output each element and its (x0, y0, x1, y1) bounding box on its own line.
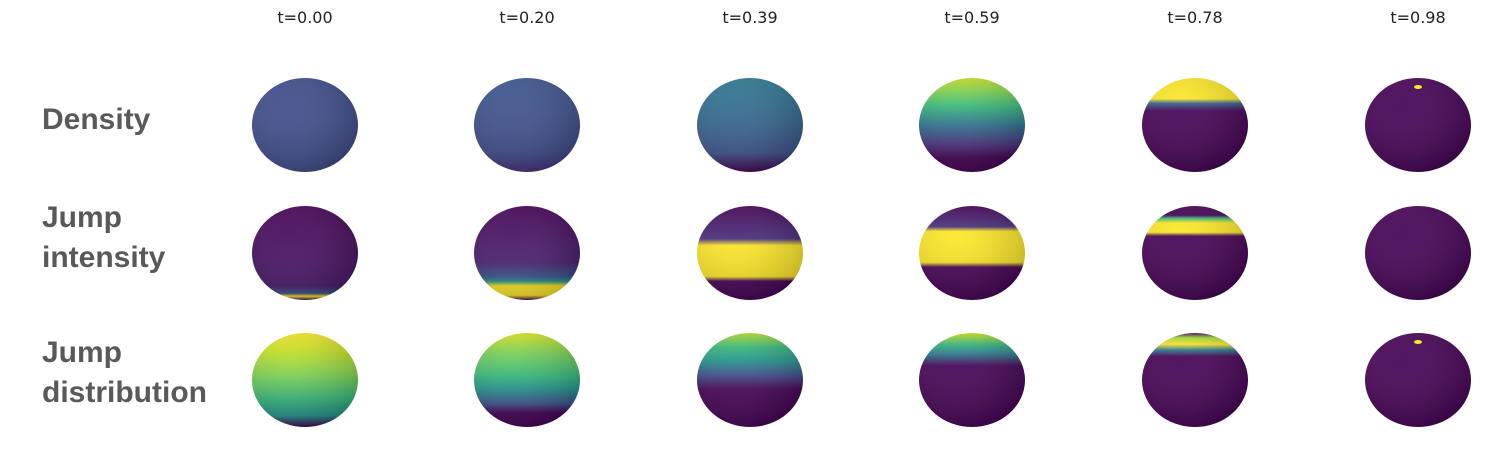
sphere-shading (1365, 206, 1471, 300)
sphere-shading (1142, 78, 1248, 172)
sphere (252, 206, 358, 300)
sphere (1142, 333, 1248, 427)
sphere-shading (1365, 78, 1471, 172)
sphere-shading (697, 206, 803, 300)
sphere-shading (919, 333, 1025, 427)
sphere-shading (252, 78, 358, 172)
sphere-cap (1414, 340, 1422, 344)
sphere (919, 206, 1025, 300)
sphere (474, 333, 580, 427)
sphere-shading (474, 206, 580, 300)
sphere (252, 78, 358, 172)
sphere (1142, 206, 1248, 300)
sphere (1142, 78, 1248, 172)
sphere (919, 333, 1025, 427)
sphere (697, 333, 803, 427)
sphere (1365, 333, 1471, 427)
row-label: Jump intensity (42, 201, 166, 274)
column-label: t=0.39 (722, 8, 778, 27)
sphere-shading (919, 78, 1025, 172)
column-label: t=0.98 (1390, 8, 1446, 27)
row-label: Density (42, 103, 151, 136)
sphere-cap (1414, 85, 1422, 89)
sphere (697, 78, 803, 172)
sphere (252, 333, 358, 427)
row-label: Jump distribution (42, 336, 207, 409)
sphere (919, 78, 1025, 172)
sphere-shading (1365, 333, 1471, 427)
sphere (697, 206, 803, 300)
sphere-shading (919, 206, 1025, 300)
sphere-shading (1142, 206, 1248, 300)
sphere-shading (474, 333, 580, 427)
sphere-shading (252, 333, 358, 427)
column-label: t=0.00 (277, 8, 333, 27)
sphere-shading (474, 78, 580, 172)
column-label: t=0.20 (499, 8, 555, 27)
sphere-shading (252, 206, 358, 300)
sphere (1365, 206, 1471, 300)
sphere-shading (697, 333, 803, 427)
column-label: t=0.78 (1167, 8, 1223, 27)
sphere (474, 206, 580, 300)
sphere-shading (1142, 333, 1248, 427)
sphere-shading (697, 78, 803, 172)
sphere (1365, 78, 1471, 172)
sphere (474, 78, 580, 172)
column-label: t=0.59 (944, 8, 1000, 27)
